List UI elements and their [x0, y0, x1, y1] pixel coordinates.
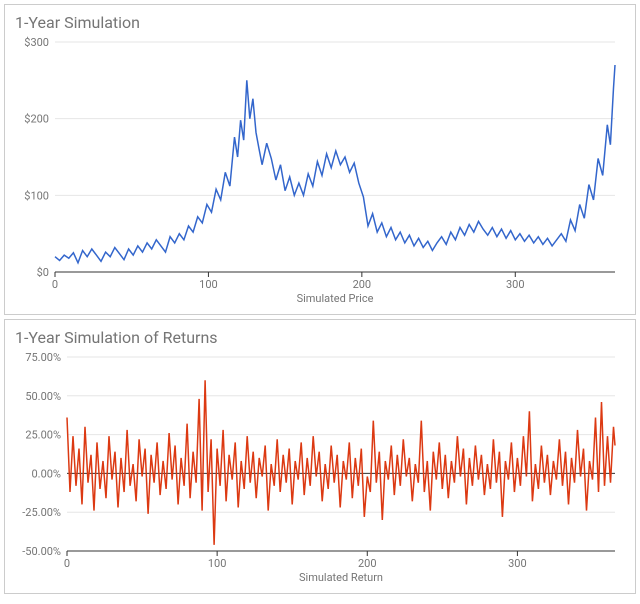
svg-text:Simulated Return: Simulated Return [299, 571, 383, 584]
svg-text:0: 0 [52, 278, 58, 291]
svg-text:$100: $100 [24, 189, 49, 202]
svg-text:200: 200 [358, 557, 377, 570]
svg-text:$200: $200 [24, 113, 49, 126]
returns-panel-title: 1-Year Simulation of Returns [5, 320, 635, 351]
svg-text:-50.00%: -50.00% [22, 545, 61, 558]
svg-text:300: 300 [508, 557, 527, 570]
price-panel-title: 1-Year Simulation [5, 5, 635, 36]
svg-text:100: 100 [208, 557, 227, 570]
svg-text:75.00%: 75.00% [25, 351, 61, 364]
price-panel: 1-Year Simulation $0 $100 $200 $300 0 100 200 3… [4, 4, 636, 315]
svg-text:25.00%: 25.00% [25, 429, 61, 442]
svg-text:-25.00%: -25.00% [22, 506, 61, 519]
returns-chart: -50.00% -25.00% 0.00% 25.00% 50.00% 75.00% 0 10… [5, 351, 635, 593]
svg-text:$0: $0 [37, 266, 49, 279]
svg-text:$300: $300 [24, 36, 49, 49]
svg-text:Simulated Price: Simulated Price [297, 292, 374, 305]
returns-panel: 1-Year Simulation of Returns -50.00% -25.… [4, 319, 636, 594]
price-chart: $0 $100 $200 $300 0 100 200 300 Simulated Price [5, 36, 635, 314]
svg-text:0.00%: 0.00% [31, 467, 61, 480]
svg-text:300: 300 [506, 278, 525, 291]
svg-text:0: 0 [64, 557, 70, 570]
svg-text:100: 100 [199, 278, 218, 291]
svg-text:200: 200 [353, 278, 372, 291]
svg-text:50.00%: 50.00% [25, 390, 61, 403]
